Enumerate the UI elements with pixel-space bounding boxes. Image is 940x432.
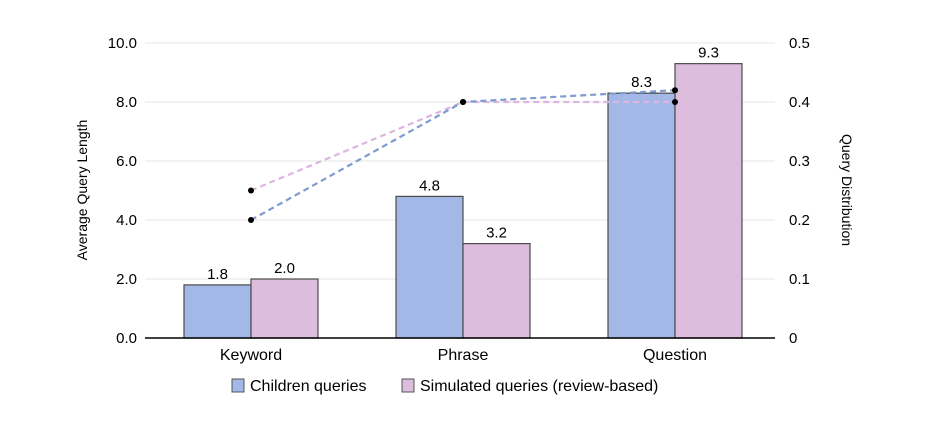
bar (674, 63, 743, 339)
y2-tick-label: 0.3 (789, 153, 810, 170)
y2-tick-label: 0 (789, 330, 797, 347)
legend: Children queries Simulated queries (revi… (231, 378, 658, 395)
distribution-lines (248, 87, 678, 223)
distribution-point (248, 187, 254, 194)
y2-tick-label: 0.4 (789, 94, 810, 111)
legend-label-children: Children queries (250, 378, 367, 395)
y-tick-label: 8.0 (116, 94, 137, 111)
y-tick-label: 2.0 (116, 271, 137, 288)
y-axis-title: Average Query Length (74, 120, 90, 261)
y-tick-label: 0.0 (116, 330, 137, 347)
bar (462, 243, 531, 339)
data-label: 8.3 (631, 74, 652, 91)
distribution-point (672, 99, 678, 105)
y2-tick-label: 0.1 (789, 271, 810, 288)
distribution-point (672, 87, 678, 94)
bar (183, 284, 252, 339)
legend-swatch-simulated (401, 378, 415, 393)
x-tick-label: Keyword (220, 347, 282, 364)
axes: 0.0 2.0 4.0 6.0 8.0 10.0 0 0.1 0.2 0.3 0.4 0.5 Keywo… (108, 35, 810, 364)
distribution-line (250, 100, 675, 192)
data-label: 4.8 (419, 177, 440, 194)
data-label: 3.2 (486, 225, 507, 242)
data-label: 9.3 (698, 45, 719, 62)
bars (183, 63, 743, 339)
y2-axis-title: Query Distribution (839, 134, 855, 246)
x-tick-label: Phrase (438, 347, 489, 364)
y-tick-label: 4.0 (116, 212, 137, 229)
data-labels: 1.8 4.8 8.3 2.0 3.2 9.3 (207, 45, 719, 283)
y-tick-label: 6.0 (116, 153, 137, 170)
distribution-point (248, 217, 254, 223)
bar (607, 92, 676, 339)
y2-tick-label: 0.5 (789, 35, 810, 52)
data-label: 2.0 (274, 260, 295, 277)
y-tick-label: 10.0 (108, 35, 137, 52)
y2-tick-label: 0.2 (789, 212, 810, 229)
x-tick-label: Question (643, 347, 707, 364)
bar (250, 278, 319, 339)
distribution-point (460, 99, 466, 105)
bar (395, 195, 464, 339)
legend-swatch-children (231, 378, 245, 393)
data-label: 1.8 (207, 266, 228, 283)
legend-label-simulated: Simulated queries (review-based) (420, 378, 658, 395)
